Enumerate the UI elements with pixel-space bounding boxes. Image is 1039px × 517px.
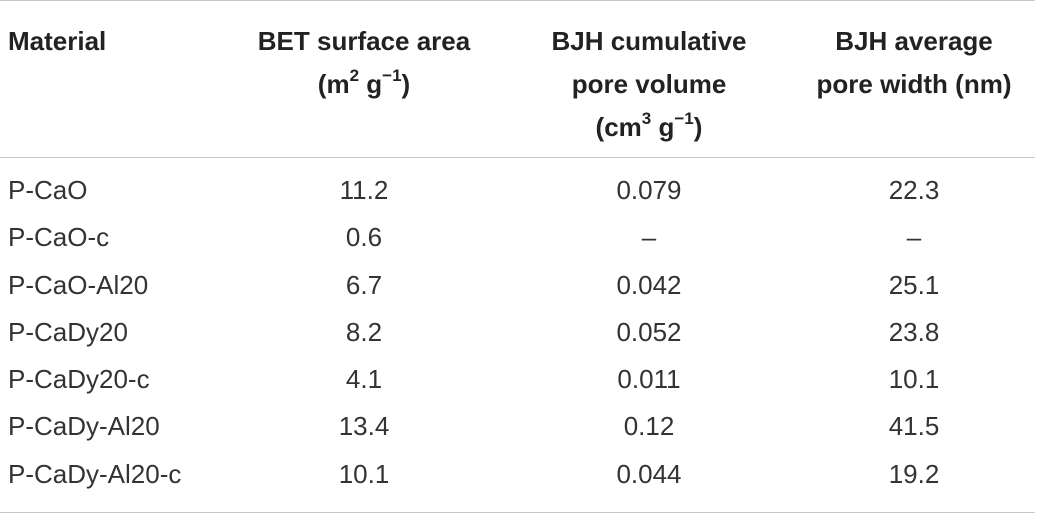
header-bet-surface-area: BET surface area (m2 g−1) bbox=[230, 20, 498, 106]
cell-volume: 0.044 bbox=[616, 458, 682, 489]
table-row: P-CaO-Al20 6.7 0.042 25.1 bbox=[0, 262, 1035, 309]
table-row: P-CaO 11.2 0.079 22.3 bbox=[0, 167, 1035, 214]
cell-material: P-CaDy-Al20 bbox=[8, 411, 160, 442]
cell-volume: 0.079 bbox=[616, 175, 682, 205]
header-material: Material bbox=[8, 26, 107, 56]
cell-material: P-CaO-Al20 bbox=[8, 269, 149, 300]
table-row: P-CaDy20-c 4.1 0.011 10.1 bbox=[0, 356, 1035, 403]
table-row: P-CaO-c 0.6 – – bbox=[0, 214, 1035, 261]
table-bottom-rule bbox=[0, 512, 1035, 513]
table-row: P-CaDy-Al20 13.4 0.12 41.5 bbox=[0, 403, 1035, 450]
table-top-rule bbox=[0, 0, 1035, 1]
header-bjh-pore-volume: BJH cumulative pore volume (cm3 g−1) bbox=[515, 20, 783, 149]
cell-volume: – bbox=[641, 222, 657, 253]
cell-bet: 0.6 bbox=[345, 222, 383, 253]
table-row: P-CaDy-Al20-c 10.1 0.044 19.2 bbox=[0, 451, 1035, 498]
cell-width: 22.3 bbox=[888, 175, 940, 205]
cell-width: – bbox=[906, 222, 922, 253]
header-volume-unit: (cm3 g−1) bbox=[595, 109, 703, 142]
cell-volume: 0.052 bbox=[616, 316, 682, 347]
cell-material: P-CaDy20 bbox=[8, 316, 128, 347]
cell-bet: 10.1 bbox=[338, 458, 390, 489]
cell-width: 19.2 bbox=[888, 458, 940, 489]
header-bet-unit: (m2 g−1) bbox=[317, 66, 411, 99]
cell-bet: 8.2 bbox=[345, 316, 383, 347]
cell-width: 41.5 bbox=[888, 411, 940, 442]
cell-bet: 4.1 bbox=[345, 364, 383, 395]
cell-width: 23.8 bbox=[888, 316, 940, 347]
cell-bet: 6.7 bbox=[345, 269, 383, 300]
cell-volume: 0.12 bbox=[623, 411, 675, 442]
table-body: P-CaO 11.2 0.079 22.3 P-CaO-c 0.6 – – P-… bbox=[0, 167, 1035, 498]
cell-bet: 13.4 bbox=[338, 411, 390, 442]
header-rule bbox=[0, 157, 1035, 158]
cell-material: P-CaO bbox=[8, 175, 88, 205]
cell-width: 10.1 bbox=[888, 364, 940, 395]
cell-volume: 0.042 bbox=[616, 269, 682, 300]
cell-material: P-CaO-c bbox=[8, 222, 110, 253]
cell-material: P-CaDy20-c bbox=[8, 364, 150, 395]
table-row: P-CaDy20 8.2 0.052 23.8 bbox=[0, 309, 1035, 356]
cell-volume: 0.011 bbox=[617, 364, 681, 395]
cell-width: 25.1 bbox=[888, 269, 940, 300]
header-bjh-pore-width: BJH average pore width (nm) bbox=[816, 26, 1012, 99]
cell-material: P-CaDy-Al20-c bbox=[8, 458, 182, 489]
cell-bet: 11.2 bbox=[339, 175, 389, 205]
